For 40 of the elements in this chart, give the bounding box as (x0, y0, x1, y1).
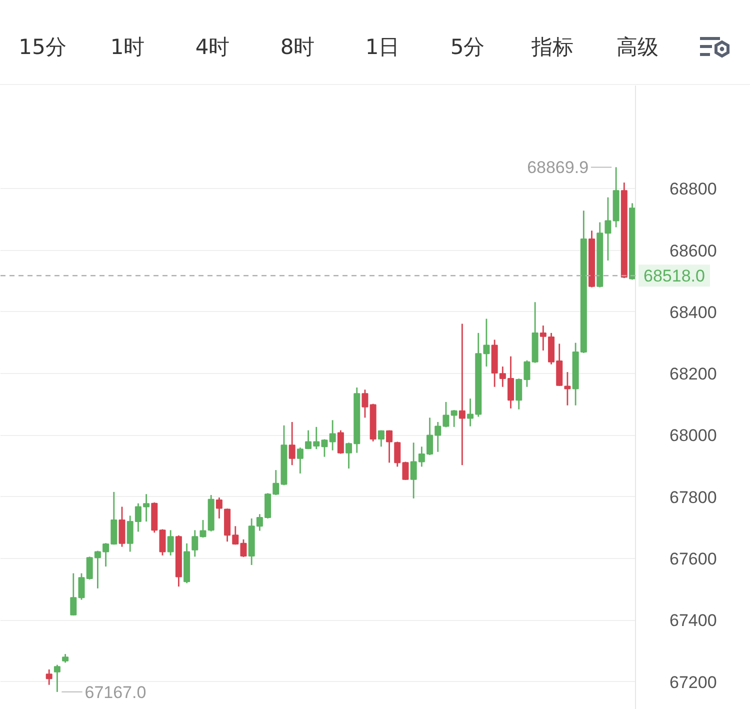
text: 1日 (364, 34, 401, 61)
y-tick-label: 68800 (670, 180, 717, 199)
annotation: 68869.9 (527, 158, 589, 178)
annotation: 67167.0 (84, 682, 146, 702)
candlestick (167, 529, 174, 556)
candlestick (564, 371, 571, 406)
candlestick (378, 430, 384, 448)
candlestick (337, 430, 344, 454)
text: 1时 (109, 34, 146, 61)
y-tick-label: 68400 (670, 302, 717, 322)
candlestick (264, 492, 272, 520)
text: 指标 (530, 34, 574, 61)
candlestick (46, 668, 52, 686)
y-tick-label: 68000 (670, 426, 717, 446)
y-tick-label: 67800 (670, 488, 717, 507)
candlestick (118, 506, 126, 548)
candlestick (450, 409, 458, 428)
text: 高级 (616, 34, 660, 61)
text: 15分 (18, 34, 68, 61)
candlestick (458, 323, 466, 466)
text: 8时 (279, 34, 316, 61)
candlestick (386, 430, 393, 464)
y-tick-label: 67600 (670, 550, 717, 569)
candlestick (216, 496, 222, 520)
candlestick (362, 388, 368, 418)
candlestick (540, 324, 546, 352)
candlestick (346, 442, 352, 470)
y-tick-label: 67400 (670, 611, 717, 630)
text: 4时 (194, 34, 231, 61)
ref-line-label: 68518.0 (644, 266, 705, 286)
y-tick-label: 68600 (670, 241, 717, 260)
candlestick (329, 419, 336, 452)
y-tick-label: 67200 (670, 672, 717, 692)
candlestick (54, 664, 60, 693)
candlestick (499, 366, 506, 388)
candlestick (288, 421, 296, 466)
candlestick (296, 446, 304, 474)
y-tick-label: 68200 (670, 364, 717, 384)
candlestick (508, 356, 514, 410)
text: 5分 (449, 34, 486, 61)
